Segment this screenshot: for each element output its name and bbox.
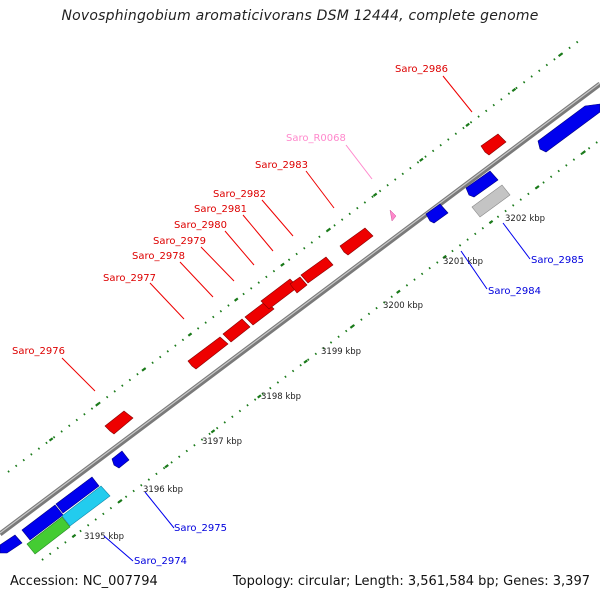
genome-summary-text: Topology: circular; Length: 3,561,584 bp… xyxy=(232,574,590,589)
gene-label-saro-2976[interactable]: Saro_2976 xyxy=(12,346,65,357)
gene-label-saro-2983[interactable]: Saro_2983 xyxy=(255,160,308,171)
pseudo-gene[interactable] xyxy=(471,184,511,218)
gene-label-saro-2979[interactable]: Saro_2979 xyxy=(153,236,206,247)
forward-gene[interactable] xyxy=(104,410,134,435)
tick-label: 3202 kbp xyxy=(505,214,545,224)
gene-label-saro-2982[interactable]: Saro_2982 xyxy=(213,189,266,200)
gene-label-saro-r0068[interactable]: Saro_R0068 xyxy=(286,133,346,144)
label-leader xyxy=(502,222,531,260)
gene-label-saro-2986[interactable]: Saro_2986 xyxy=(395,64,448,75)
forward-gene[interactable] xyxy=(222,318,251,343)
accession-text: Accession: NC_007794 xyxy=(10,574,158,589)
gene-label-saro-2977[interactable]: Saro_2977 xyxy=(103,273,156,284)
tick-label: 3200 kbp xyxy=(383,301,423,311)
label-leader xyxy=(61,357,96,392)
cyan-gene[interactable] xyxy=(61,485,111,527)
forward-gene[interactable] xyxy=(480,133,507,156)
reverse-gene[interactable] xyxy=(465,170,499,198)
reverse-gene[interactable] xyxy=(0,534,23,554)
gene-label-saro-2980[interactable]: Saro_2980 xyxy=(174,220,227,231)
label-leader xyxy=(345,144,373,180)
label-leader xyxy=(442,75,473,113)
label-leader xyxy=(224,230,255,266)
tick-label: 3198 kbp xyxy=(261,392,301,402)
tick-label: 3197 kbp xyxy=(202,437,242,447)
label-leader xyxy=(103,535,134,562)
reverse-gene[interactable] xyxy=(425,203,449,224)
reverse-gene[interactable] xyxy=(537,103,600,153)
tick-label: 3201 kbp xyxy=(443,257,483,267)
label-leader xyxy=(144,491,175,529)
tick-label: 3199 kbp xyxy=(321,347,361,357)
label-leader xyxy=(149,282,185,320)
genome-backbone-highlight xyxy=(0,82,600,534)
label-leader xyxy=(460,250,488,290)
reverse-gene[interactable] xyxy=(55,476,100,514)
label-leader xyxy=(242,214,274,252)
label-leader xyxy=(179,261,214,298)
forward-gene[interactable] xyxy=(289,276,308,294)
label-leader xyxy=(305,170,335,209)
rna-gene[interactable] xyxy=(389,209,397,222)
forward-gene[interactable] xyxy=(187,336,229,370)
gene-label-saro-2984[interactable]: Saro_2984 xyxy=(488,286,541,297)
tick-label: 3195 kbp xyxy=(84,532,124,542)
tick-label: 3196 kbp xyxy=(143,485,183,495)
forward-gene[interactable] xyxy=(339,227,374,256)
genome-backbone xyxy=(0,82,600,536)
gene-label-saro-2981[interactable]: Saro_2981 xyxy=(194,204,247,215)
gene-label-saro-2985[interactable]: Saro_2985 xyxy=(531,255,584,266)
green-gene[interactable] xyxy=(26,516,71,555)
label-leader xyxy=(200,246,235,282)
gc-dash-upper xyxy=(7,39,581,473)
gene-label-saro-2978[interactable]: Saro_2978 xyxy=(132,251,185,262)
reverse-gene[interactable] xyxy=(111,450,130,469)
gene-label-saro-2974[interactable]: Saro_2974 xyxy=(134,556,187,567)
map-title: Novosphingobium aromaticivorans DSM 1244… xyxy=(61,8,539,24)
gene-label-saro-2975[interactable]: Saro_2975 xyxy=(174,523,227,534)
label-leader xyxy=(261,199,294,237)
forward-gene[interactable] xyxy=(300,256,334,284)
